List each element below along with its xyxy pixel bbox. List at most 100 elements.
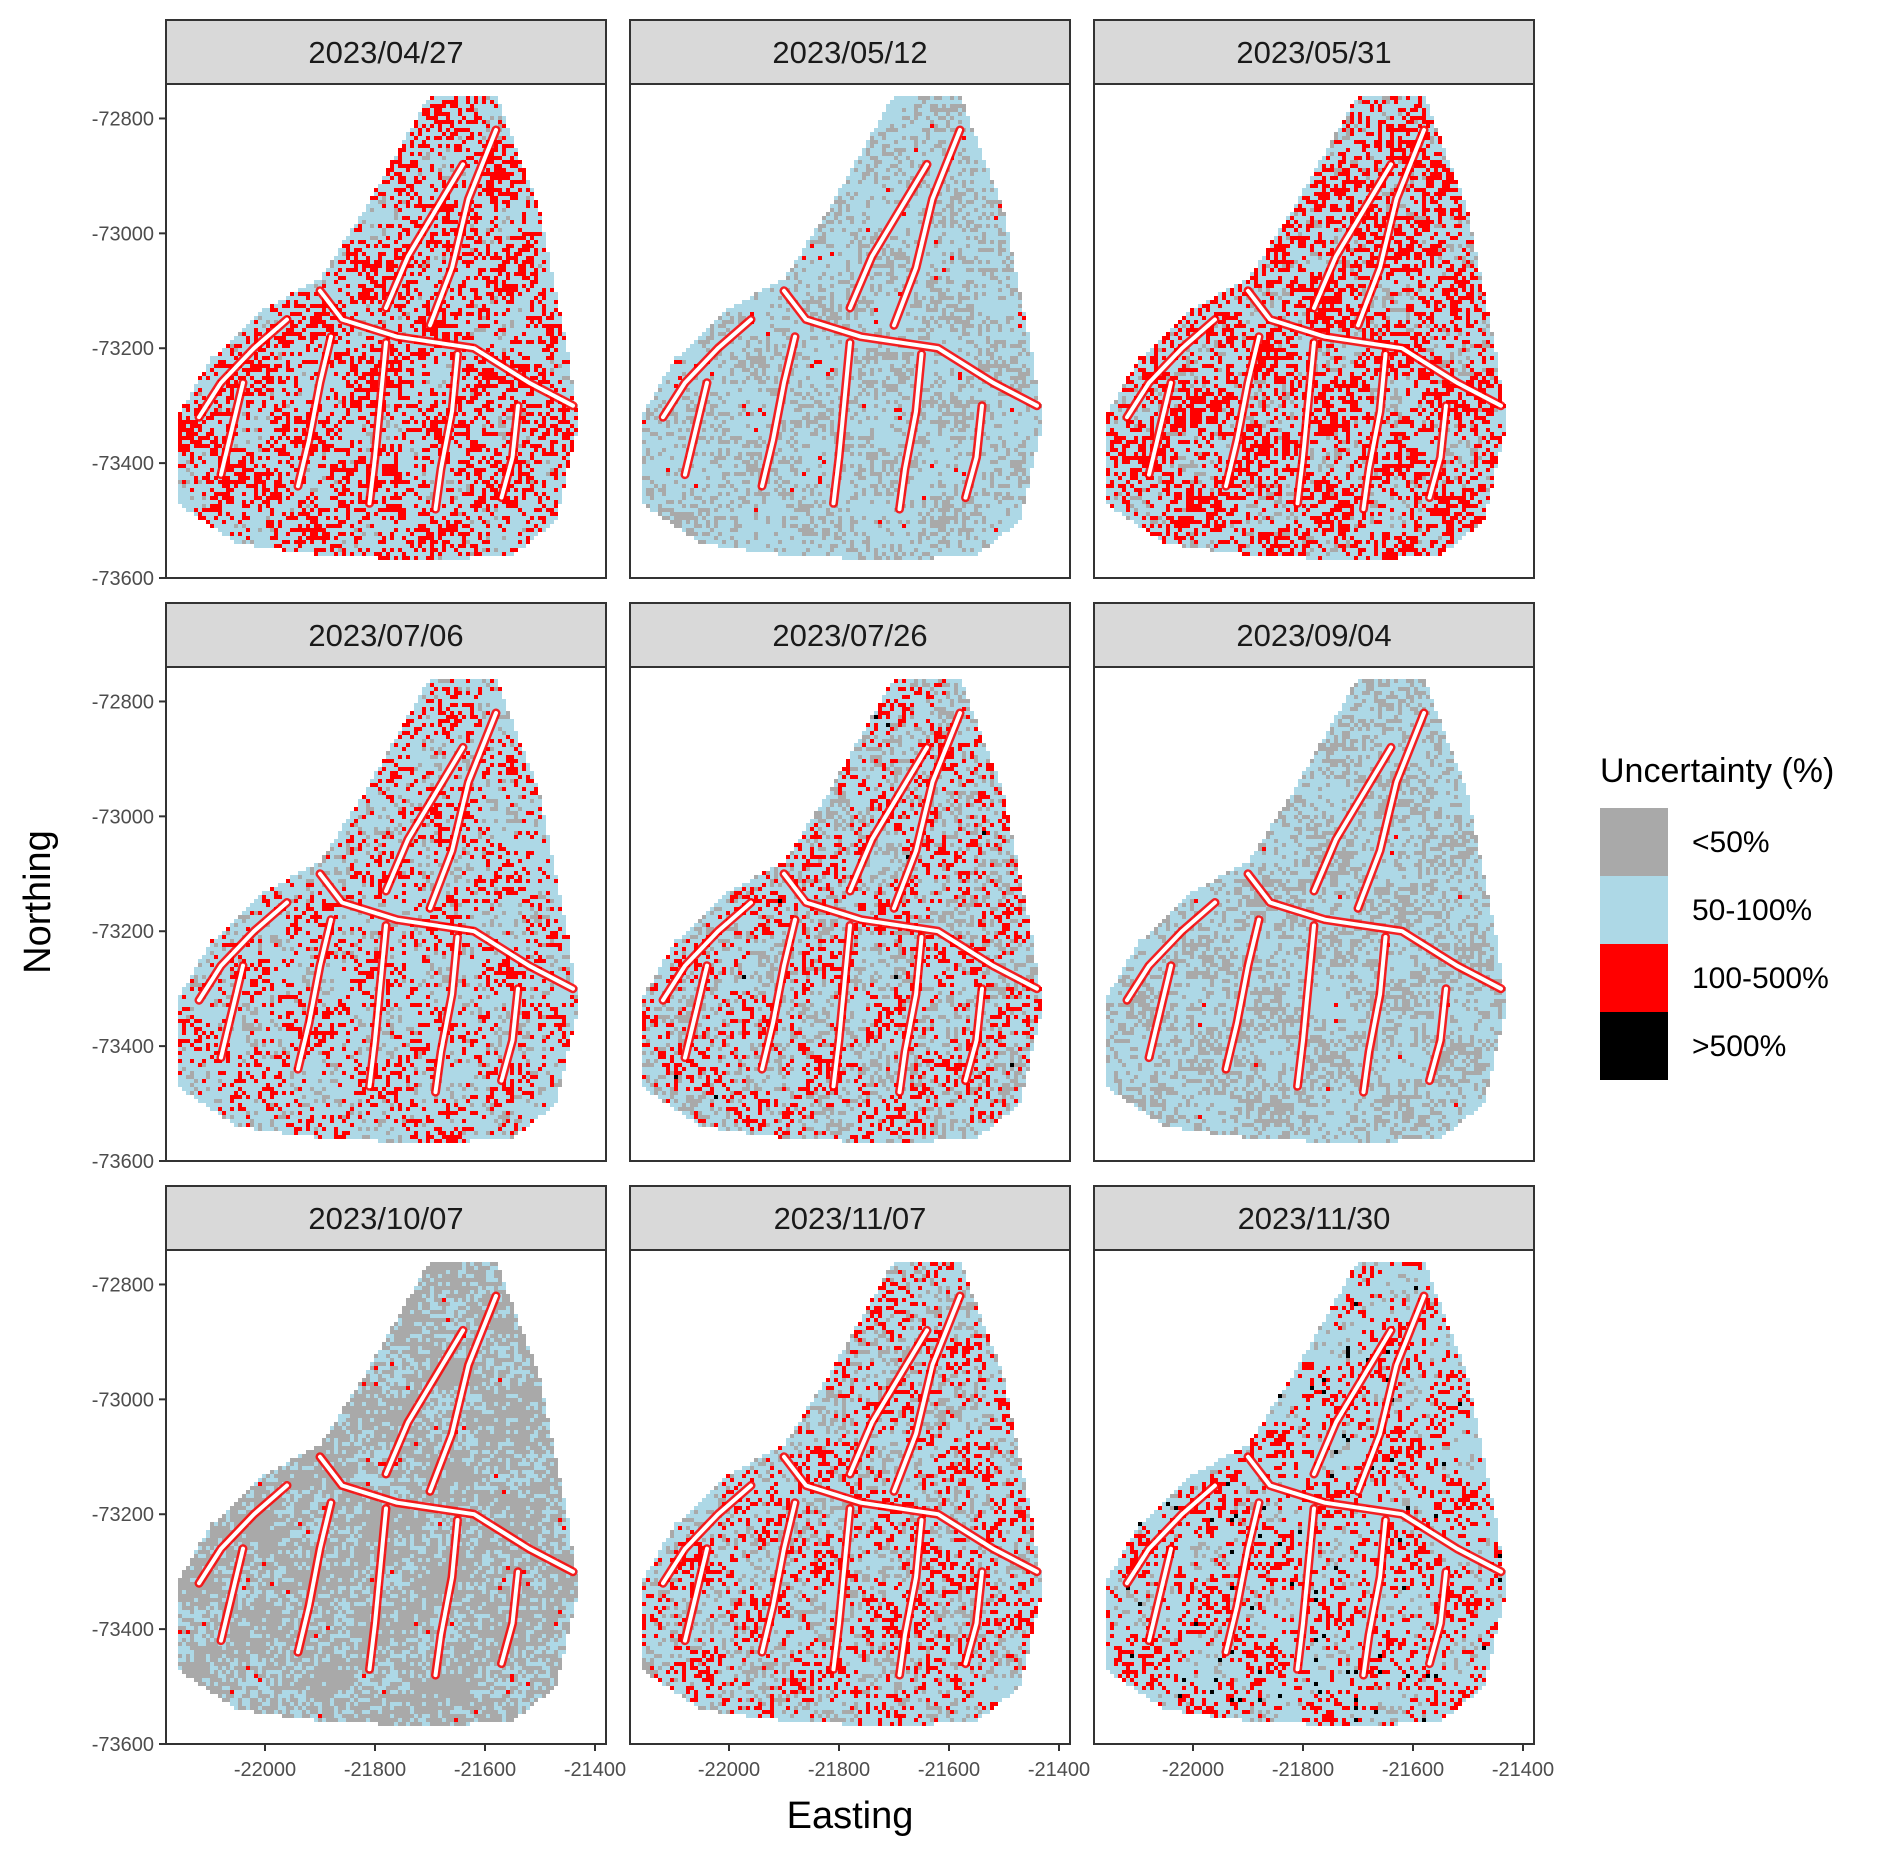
raster-cell (526, 220, 538, 224)
raster-cell (366, 352, 390, 356)
raster-cell (874, 164, 878, 168)
raster-cell (250, 376, 254, 380)
raster-cell (198, 376, 202, 380)
raster-cell (494, 456, 506, 460)
raster-cell (354, 228, 362, 232)
raster-cell (402, 496, 418, 500)
raster-cell (458, 420, 466, 424)
raster-cell (302, 352, 322, 356)
raster-cell (394, 436, 398, 440)
raster-cell (442, 228, 446, 232)
raster-cell (246, 500, 250, 504)
raster-cell (810, 336, 818, 340)
raster-cell (494, 224, 498, 228)
raster-cell (490, 532, 518, 536)
raster-cell (770, 304, 774, 308)
raster-cell (410, 140, 414, 144)
raster-cell (350, 444, 354, 448)
raster-cell (402, 492, 406, 496)
raster-cell (494, 276, 498, 280)
raster-cell (870, 156, 878, 160)
raster-cell (458, 120, 462, 124)
raster-cell (430, 144, 438, 148)
raster-cell (314, 372, 318, 376)
raster-cell (434, 416, 438, 420)
raster-cell (806, 284, 810, 288)
raster-cell (506, 388, 518, 392)
raster-cell (406, 168, 410, 172)
raster-cell (238, 460, 246, 464)
raster-cell (982, 232, 986, 236)
raster-cell (942, 240, 950, 244)
raster-cell (978, 296, 998, 300)
raster-cell (414, 556, 418, 560)
raster-cell (494, 508, 498, 512)
raster-cell (294, 508, 302, 512)
raster-cell (850, 312, 854, 316)
raster-cell (906, 284, 926, 288)
raster-cell (470, 544, 478, 548)
raster-cell (934, 124, 938, 128)
raster-cell (458, 444, 462, 448)
raster-cell (362, 220, 366, 224)
raster-cell (518, 504, 542, 508)
raster-cell (898, 352, 902, 356)
raster-cell (818, 296, 826, 300)
raster-cell (290, 300, 294, 304)
raster-cell (794, 264, 798, 268)
raster-cell (434, 124, 438, 128)
raster-cell (214, 488, 226, 492)
raster-cell (274, 428, 290, 432)
raster-cell (262, 428, 274, 432)
raster-cell (502, 536, 506, 540)
raster-cell (802, 252, 830, 256)
raster-cell (834, 200, 846, 204)
raster-cell (534, 480, 538, 484)
raster-cell (282, 480, 290, 484)
raster-cell (862, 160, 874, 164)
raster-cell (402, 368, 406, 372)
raster-cell (274, 520, 278, 524)
raster-cell (818, 288, 826, 292)
raster-cell (386, 232, 398, 236)
raster-cell (302, 508, 306, 512)
raster-cell (430, 432, 434, 436)
raster-cell (402, 208, 422, 212)
raster-cell (814, 260, 846, 264)
raster-cell (470, 484, 474, 488)
raster-cell (394, 344, 406, 348)
raster-cell (262, 476, 266, 480)
raster-cell (966, 220, 974, 224)
raster-cell (818, 276, 822, 280)
raster-cell (198, 400, 206, 404)
raster-cell (430, 484, 466, 488)
raster-cell (350, 500, 354, 504)
raster-cell (518, 308, 522, 312)
raster-cell (442, 316, 446, 320)
raster-cell (310, 496, 314, 500)
raster-cell (390, 180, 398, 184)
raster-cell (254, 464, 258, 468)
stream-channel (428, 128, 498, 328)
raster-cell (266, 480, 274, 484)
raster-cell (518, 464, 522, 468)
raster-cell (514, 468, 518, 472)
raster-cell (246, 540, 250, 544)
raster-cell (854, 356, 858, 360)
raster-cell (882, 112, 914, 116)
raster-cell (542, 308, 546, 312)
raster-cell (938, 116, 946, 120)
raster-cell (830, 252, 834, 256)
raster-cell (958, 336, 962, 340)
raster-cell (854, 192, 858, 196)
raster-cell (398, 452, 414, 456)
raster-cell (518, 248, 530, 252)
raster-cell (466, 232, 474, 236)
raster-cell (858, 300, 874, 304)
raster-cell (502, 292, 506, 296)
raster-cell (274, 356, 278, 360)
raster-cell (334, 396, 338, 400)
raster-cell (498, 136, 502, 140)
raster-cell (470, 212, 474, 216)
raster-cell (250, 536, 270, 540)
